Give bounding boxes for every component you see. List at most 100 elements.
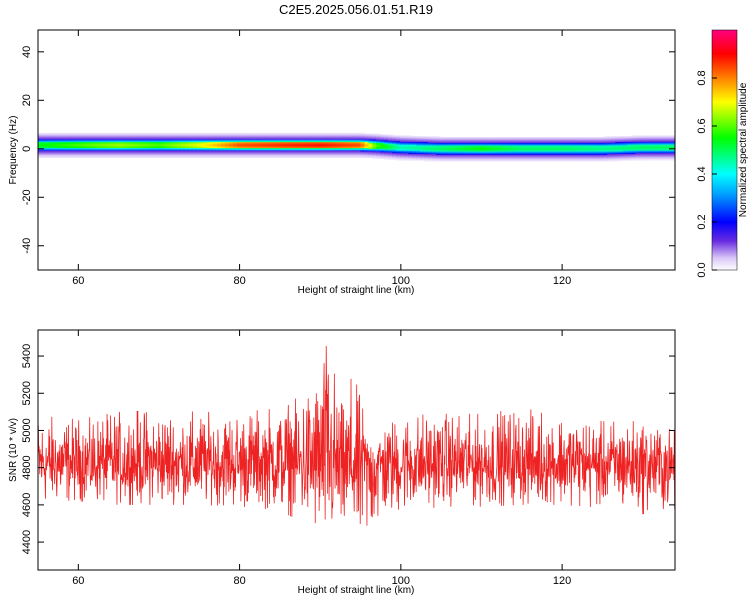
heatmap-cell <box>344 135 350 137</box>
heatmap-cell <box>193 151 198 153</box>
heatmap-cell <box>38 132 43 135</box>
heatmap-cell <box>105 137 111 139</box>
heatmap-cell <box>53 152 59 154</box>
heatmap-cell <box>121 134 127 136</box>
heatmap-cell <box>129 142 135 145</box>
heatmap-cell <box>77 153 83 155</box>
heatmap-cell <box>205 139 210 142</box>
heatmap-cell <box>467 148 473 151</box>
heatmap-cell <box>487 148 493 151</box>
heatmap-cell <box>276 134 282 136</box>
heatmap-cell <box>463 147 469 149</box>
heatmap-cell <box>511 153 517 155</box>
heatmap-cell <box>615 142 620 144</box>
heatmap-cell <box>177 151 182 153</box>
heatmap-cell <box>539 154 545 157</box>
heatmap-cell <box>328 146 334 148</box>
heatmap-cell <box>563 142 569 144</box>
heatmap-cell <box>547 154 553 157</box>
heatmap-cell <box>288 137 294 139</box>
heatmap-cell <box>663 149 668 152</box>
heatmap-cell <box>452 146 457 148</box>
heatmap-cell <box>448 148 453 151</box>
heatmap-cell <box>153 155 159 158</box>
heatmap-cell <box>671 141 675 143</box>
heatmap-cell <box>527 159 533 161</box>
heatmap-cell <box>440 144 445 147</box>
heatmap-cell <box>233 138 238 141</box>
heatmap-cell <box>487 137 493 139</box>
heatmap-cell <box>77 142 83 145</box>
heatmap-cell <box>113 132 119 135</box>
heatmap-cell <box>400 148 405 150</box>
heatmap-cell <box>336 148 342 150</box>
heatmap-cell <box>165 142 170 144</box>
heatmap-cell <box>185 156 190 158</box>
heatmap-cell <box>428 138 433 141</box>
heatmap-cell <box>49 148 55 151</box>
heatmap-cell <box>121 142 127 145</box>
heatmap-cell <box>667 154 672 156</box>
heatmap-cell <box>611 154 616 156</box>
heatmap-cell <box>97 142 103 145</box>
heatmap-cell <box>475 144 481 147</box>
heatmap-cell <box>388 147 393 149</box>
heatmap-cell <box>288 152 294 154</box>
heatmap-cell <box>384 156 389 158</box>
heatmap-cell <box>233 132 238 135</box>
heatmap-cell <box>268 155 274 158</box>
heatmap-cell <box>503 159 509 162</box>
heatmap-cell <box>495 141 501 143</box>
heatmap-cell <box>436 159 441 162</box>
heatmap-cell <box>456 137 461 139</box>
heatmap-cell <box>280 139 286 142</box>
heatmap-cell <box>380 148 385 151</box>
heatmap-cell <box>571 151 577 153</box>
heatmap-cell <box>436 156 441 158</box>
heatmap-cell <box>463 148 469 151</box>
heatmap-cell <box>487 146 493 148</box>
heatmap-cell <box>639 146 644 148</box>
heatmap-cell <box>372 133 378 136</box>
heatmap-cell <box>384 145 389 147</box>
heatmap-cell <box>667 156 672 158</box>
heatmap-cell <box>627 142 632 144</box>
heatmap-cell <box>563 143 569 146</box>
heatmap-cell <box>45 143 51 146</box>
heatmap-cell <box>328 136 334 138</box>
heatmap-cell <box>85 142 91 144</box>
heatmap-cell <box>69 133 75 136</box>
heatmap-cell <box>205 136 210 138</box>
heatmap-cell <box>85 151 91 153</box>
heatmap-cell <box>252 133 258 136</box>
heatmap-cell <box>376 148 381 151</box>
heatmap-cell <box>655 155 660 158</box>
heatmap-cell <box>189 150 194 153</box>
heatmap-cell <box>280 136 286 138</box>
heatmap-cell <box>551 154 557 156</box>
heatmap-cell <box>336 144 342 147</box>
heatmap-cell <box>245 145 250 147</box>
heatmap-cell <box>113 149 119 152</box>
heatmap-cell <box>264 137 270 140</box>
heatmap-cell <box>145 151 151 153</box>
heatmap-cell <box>479 148 485 150</box>
heatmap-cell <box>487 159 493 161</box>
heatmap-cell <box>320 147 326 149</box>
heatmap-cell <box>348 154 354 156</box>
heatmap-cell <box>659 146 664 148</box>
heatmap-cell <box>93 148 99 151</box>
heatmap-cell <box>157 153 163 155</box>
heatmap-cell <box>539 150 545 153</box>
heatmap-cell <box>41 147 47 149</box>
heatmap-cell <box>527 139 533 142</box>
heatmap-cell <box>117 140 123 142</box>
heatmap-cell <box>316 142 322 145</box>
heatmap-cell <box>436 137 441 139</box>
heatmap-cell <box>320 154 326 157</box>
heatmap-cell <box>153 142 159 145</box>
heatmap-cell <box>38 142 43 144</box>
heatmap-cell <box>428 148 433 150</box>
heatmap-cell <box>655 154 660 156</box>
heatmap-cell <box>165 137 170 139</box>
